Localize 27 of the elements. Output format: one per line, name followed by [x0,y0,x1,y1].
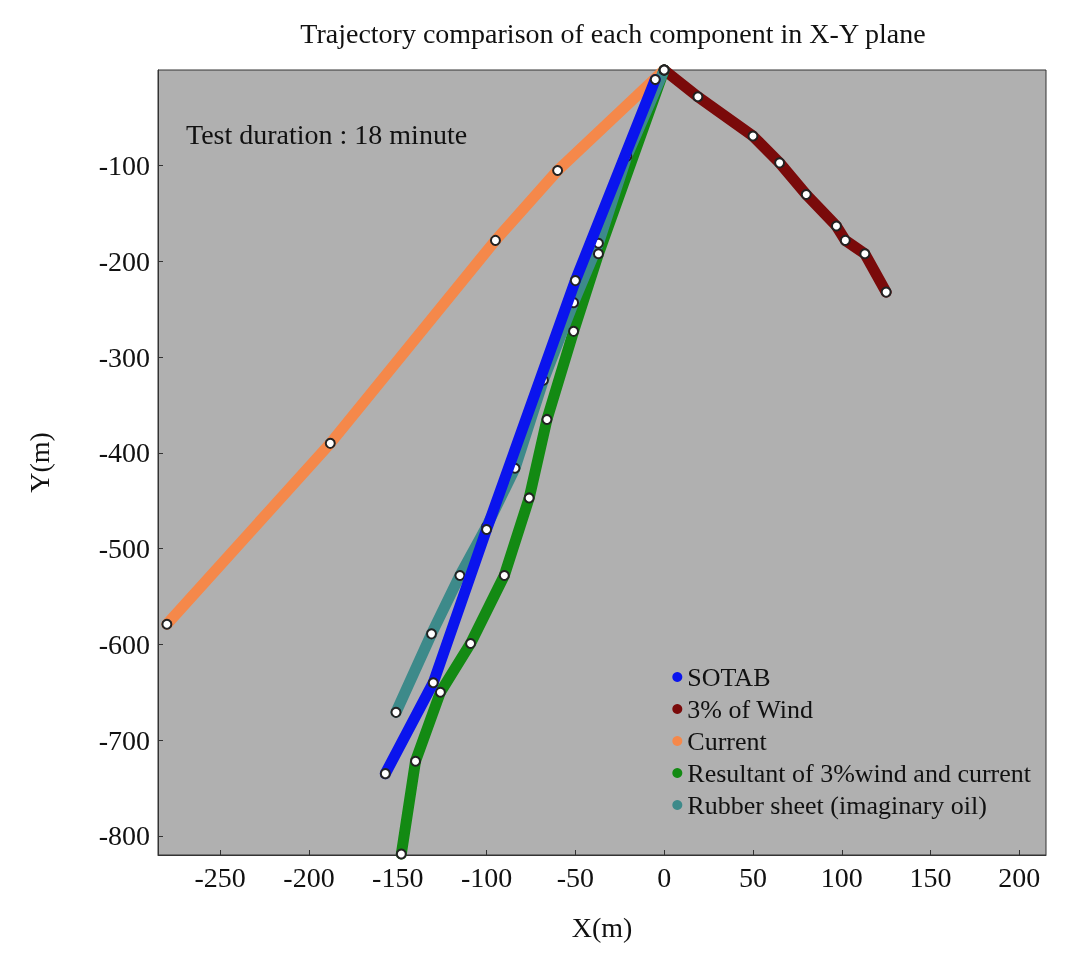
x-tick-label: 0 [657,861,672,893]
y-axis-title: Y(m) [23,432,55,493]
chart-title: Trajectory comparison of each component in X-Y plane [300,17,926,49]
annotation: Test duration : 18 minute [186,118,468,150]
y-tick-label: -700 [98,724,150,756]
x-axis-title: X(m) [571,911,633,943]
x-tick-label: 200 [998,861,1041,893]
x-tick-label: 100 [820,861,863,893]
y-tick-label: -800 [98,820,150,852]
y-tick-label: -300 [98,341,150,373]
y-tick-label: -500 [98,533,150,565]
legend-label: Rubber sheet (imaginary oil) [687,790,987,820]
x-tick-label: -50 [556,861,595,893]
x-tick-label: -250 [194,861,246,893]
x-tick-label: 150 [909,861,952,893]
y-tick-label: -100 [98,150,150,182]
legend-label: SOTAB [687,662,771,692]
y-tick-label: -600 [98,628,150,660]
x-tick-label: -200 [283,861,335,893]
x-tick-label: -150 [372,861,424,893]
x-tick-label: -100 [460,861,513,893]
legend-label: 3% of Wind [687,694,813,724]
x-tick-label: 50 [738,861,767,893]
y-tick-label: -200 [98,245,150,277]
y-tick-label: -400 [98,437,150,469]
legend-label: Current [687,726,768,756]
legend-label: Resultant of 3%wind and current [687,758,1032,788]
